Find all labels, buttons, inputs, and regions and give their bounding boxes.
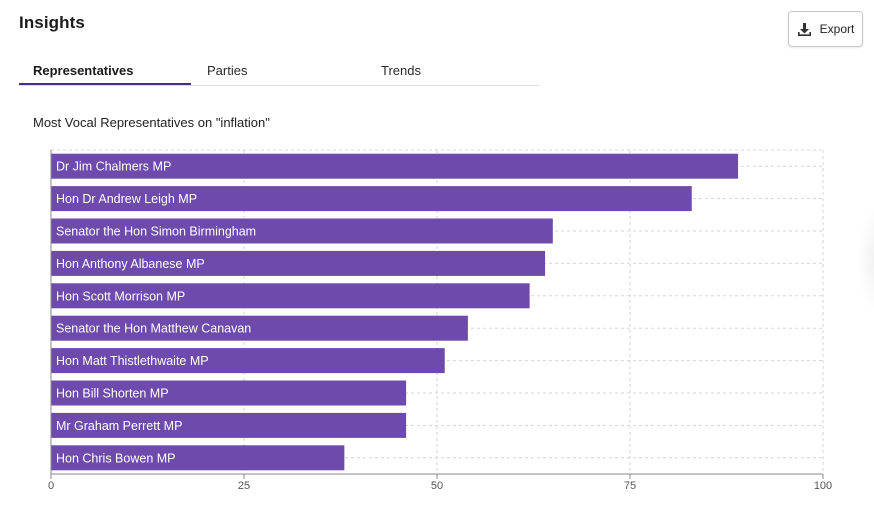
export-button[interactable]: Export xyxy=(788,11,863,47)
bar-label: Hon Scott Morrison MP xyxy=(56,289,185,303)
bar-label: Hon Matt Thistlethwaite MP xyxy=(56,354,209,368)
bar xyxy=(51,186,692,212)
bar xyxy=(51,412,407,438)
bar-label: Hon Anthony Albanese MP xyxy=(56,257,205,271)
tab-trends[interactable]: Trends xyxy=(381,62,421,78)
bar xyxy=(51,380,407,406)
bar-label: Hon Bill Shorten MP xyxy=(56,387,169,401)
bar xyxy=(51,283,530,309)
bar xyxy=(51,153,739,179)
bar xyxy=(51,315,468,341)
chart-title: Most Vocal Representatives on "inflation… xyxy=(33,115,270,130)
bar xyxy=(51,445,345,471)
x-tick-label: 50 xyxy=(431,480,443,492)
bar xyxy=(51,348,445,374)
bar-label: Senator the Hon Matthew Canavan xyxy=(56,322,251,336)
bar-label: Hon Chris Bowen MP xyxy=(56,451,176,465)
bar xyxy=(51,250,546,276)
x-tick-label: 75 xyxy=(624,480,636,492)
tab-representatives[interactable]: Representatives xyxy=(33,62,134,78)
download-icon xyxy=(797,22,812,37)
page-title: Insights xyxy=(19,13,85,32)
bar-label: Hon Dr Andrew Leigh MP xyxy=(56,192,197,206)
x-tick-label: 0 xyxy=(48,480,54,492)
edge-shadow xyxy=(858,205,874,315)
bar xyxy=(51,218,553,244)
x-tick-label: 100 xyxy=(814,480,832,492)
bar-label: Senator the Hon Simon Birmingham xyxy=(56,225,256,239)
x-tick-label: 25 xyxy=(238,480,250,492)
bar-label: Mr Graham Perrett MP xyxy=(56,419,182,433)
export-label: Export xyxy=(819,22,855,36)
bar-label: Dr Jim Chalmers MP xyxy=(56,160,171,174)
tab-bar: Representatives Parties Trends xyxy=(19,56,539,86)
tab-parties[interactable]: Parties xyxy=(207,62,248,78)
active-tab-indicator xyxy=(19,83,191,85)
